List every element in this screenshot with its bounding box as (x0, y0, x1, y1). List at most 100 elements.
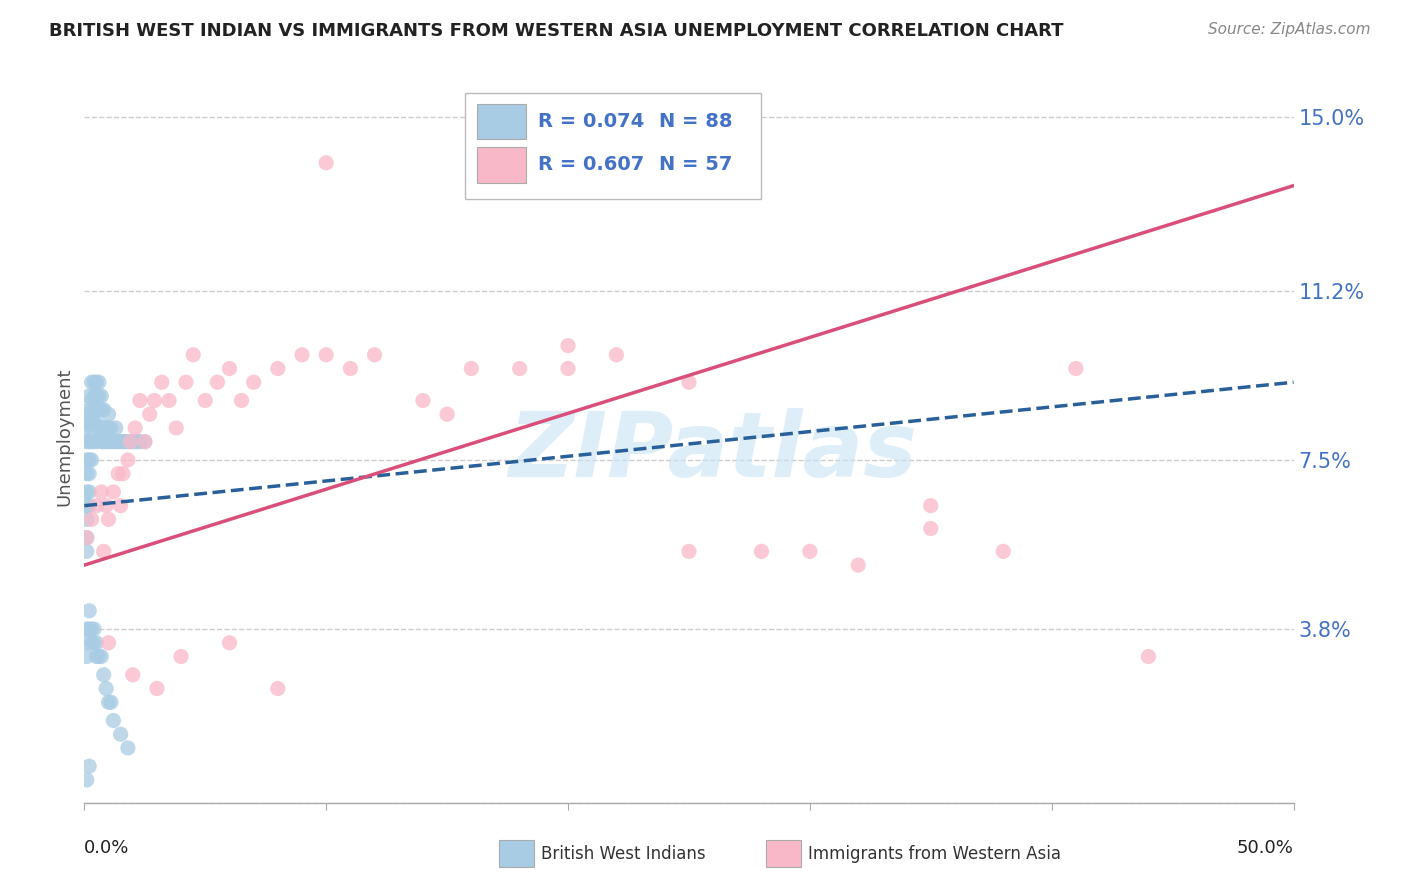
Point (77, 389, 100, 403)
Point (678, 376, 700, 390)
Point (110, 499, 132, 513)
Point (80, 622, 103, 636)
Text: N = 88: N = 88 (659, 112, 733, 130)
Point (114, 434, 136, 449)
Point (97, 421, 120, 435)
Point (76, 531, 98, 545)
Point (138, 407, 160, 421)
Point (218, 361, 240, 376)
Point (77, 402, 100, 417)
Point (1064, 361, 1087, 376)
Point (86, 402, 108, 417)
Point (76, 467, 98, 481)
Point (76, 453, 98, 467)
FancyBboxPatch shape (478, 147, 526, 183)
Point (110, 434, 132, 449)
Point (93, 667, 115, 681)
Point (94, 421, 117, 435)
Point (77, 434, 100, 449)
Point (93, 434, 115, 449)
Point (83, 402, 105, 417)
Point (93, 402, 115, 417)
Point (83, 417, 105, 431)
Point (134, 434, 156, 449)
Point (86, 649, 108, 664)
Point (76, 485, 98, 500)
Point (87, 649, 110, 664)
Y-axis label: Unemployment: Unemployment (55, 368, 73, 507)
Point (80, 407, 103, 421)
Point (107, 434, 129, 449)
Point (94, 681, 117, 696)
Point (76, 544, 98, 558)
Point (103, 434, 125, 449)
Point (90, 485, 112, 500)
Point (90, 434, 112, 449)
Point (846, 558, 869, 573)
Point (76, 649, 98, 664)
Text: Source: ZipAtlas.com: Source: ZipAtlas.com (1208, 22, 1371, 37)
Point (97, 434, 120, 449)
Text: N = 57: N = 57 (659, 155, 733, 175)
Point (110, 727, 132, 741)
Point (218, 636, 240, 650)
Point (920, 499, 942, 513)
Point (363, 348, 385, 362)
Point (93, 544, 115, 558)
Point (90, 421, 112, 435)
Point (97, 636, 120, 650)
Point (121, 434, 143, 449)
Point (315, 348, 337, 362)
Point (94, 499, 117, 513)
Point (412, 393, 434, 408)
Point (80, 453, 103, 467)
Text: R = 0.607: R = 0.607 (538, 155, 644, 175)
Point (100, 434, 122, 449)
FancyBboxPatch shape (465, 94, 762, 200)
Point (90, 402, 112, 417)
Point (339, 361, 361, 376)
Point (76, 407, 98, 421)
Point (799, 544, 821, 558)
Text: Immigrants from Western Asia: Immigrants from Western Asia (808, 845, 1062, 863)
Point (76, 531, 98, 545)
Point (83, 434, 105, 449)
Point (97, 512, 120, 526)
Point (80, 636, 103, 650)
Point (86, 376, 108, 390)
Text: R = 0.074: R = 0.074 (538, 112, 644, 130)
Point (80, 393, 103, 408)
Point (124, 434, 146, 449)
Point (87, 421, 110, 435)
Point (678, 544, 700, 558)
Point (83, 636, 105, 650)
Point (242, 376, 264, 390)
Point (76, 772, 98, 787)
Point (509, 361, 531, 376)
Point (77, 622, 100, 636)
Point (87, 402, 110, 417)
Point (920, 521, 942, 535)
Point (76, 421, 98, 435)
Point (121, 667, 143, 681)
Point (107, 467, 129, 481)
Point (93, 421, 115, 435)
Point (557, 338, 579, 352)
Point (993, 544, 1015, 558)
FancyBboxPatch shape (478, 103, 526, 138)
Point (97, 407, 120, 421)
Point (117, 453, 139, 467)
Point (104, 421, 127, 435)
Point (181, 348, 204, 362)
Point (315, 155, 337, 169)
Point (120, 434, 142, 449)
Point (103, 714, 125, 728)
Point (86, 417, 108, 431)
Point (76, 434, 98, 449)
Point (86, 499, 108, 513)
Point (460, 361, 482, 376)
Point (157, 393, 180, 408)
Point (165, 421, 187, 435)
Point (90, 389, 112, 403)
Point (1137, 649, 1160, 664)
